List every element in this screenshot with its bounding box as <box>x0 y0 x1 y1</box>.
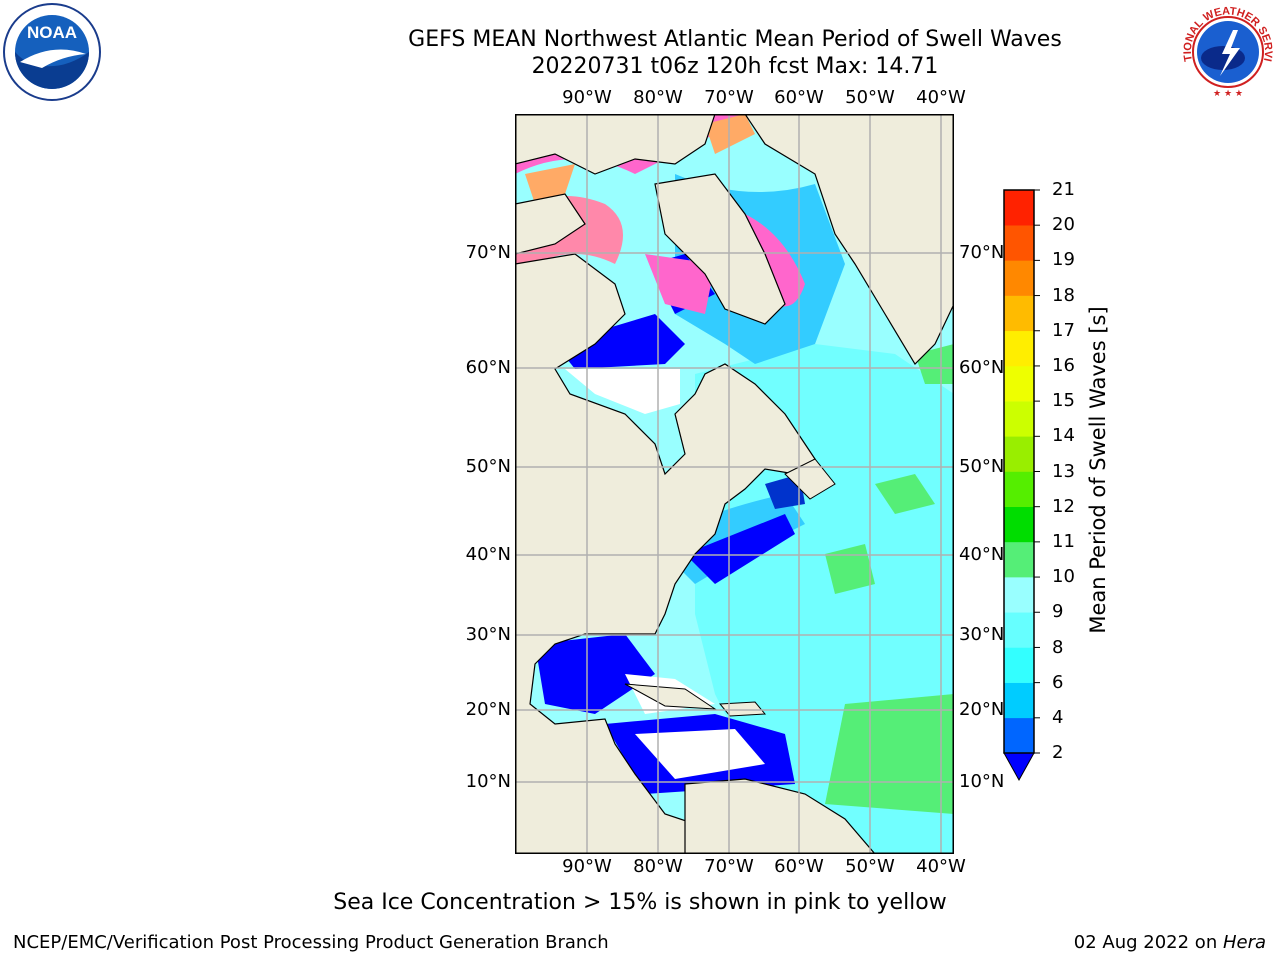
colorbar-tick-label: 15 <box>1052 390 1075 411</box>
lon-label-top: 80°W <box>633 87 683 108</box>
colorbar-tick-label: 12 <box>1052 496 1075 517</box>
colorbar-tick-label: 14 <box>1052 425 1075 446</box>
land-hispaniola <box>718 701 767 717</box>
colorbar-tick-label: 13 <box>1052 461 1075 482</box>
lat-label-right: 40°N <box>959 544 1005 565</box>
noaa-logo-icon: NOAA <box>3 3 101 101</box>
colorbar-tick-label: 6 <box>1052 672 1064 693</box>
land-newfoundland <box>784 458 836 500</box>
lon-label-bottom: 70°W <box>704 856 754 877</box>
lat-label-left: 10°N <box>465 771 511 792</box>
swell-field-very-short <box>685 514 795 584</box>
lon-label-top: 40°W <box>916 87 966 108</box>
colorbar-tick-label: 20 <box>1052 214 1075 235</box>
colorbar-segment <box>1004 717 1034 754</box>
colorbar-segment <box>1004 295 1034 332</box>
lat-label-right: 70°N <box>959 242 1005 263</box>
lon-label-bottom: 60°W <box>774 856 824 877</box>
land-baffin-island <box>654 173 786 325</box>
colorbar-tick-label: 17 <box>1052 320 1075 341</box>
swell-field-long <box>875 474 935 514</box>
no-data-area <box>565 369 680 414</box>
lat-label-left: 60°N <box>465 357 511 378</box>
producer-credit: NCEP/EMC/Verification Post Processing Pr… <box>13 932 609 953</box>
colorbar-tick-label: 16 <box>1052 355 1075 376</box>
colorbar-segment <box>1004 401 1034 437</box>
lat-label-right: 20°N <box>959 699 1005 720</box>
run-host: Hera <box>1222 932 1266 953</box>
lon-label-top: 70°W <box>704 87 754 108</box>
colorbar-segment <box>1004 471 1034 507</box>
swell-field-long <box>825 544 875 594</box>
lat-label-left: 20°N <box>465 699 511 720</box>
colorbar-tick-label: 4 <box>1052 707 1064 728</box>
land-arctic-islands <box>515 114 716 175</box>
lat-label-right: 50°N <box>959 456 1005 477</box>
colorbar-segment <box>1004 647 1034 683</box>
run-date-text: 02 Aug 2022 on <box>1073 932 1223 953</box>
run-date: 02 Aug 2022 on Hera <box>1074 932 1266 953</box>
lat-label-right: 10°N <box>959 771 1005 792</box>
colorbar-tick-label: 18 <box>1052 285 1075 306</box>
colorbar-segment <box>1004 612 1034 648</box>
lon-label-top: 90°W <box>562 87 612 108</box>
lon-label-top: 60°W <box>774 87 824 108</box>
no-data-area <box>635 729 765 779</box>
sea-ice-area <box>705 114 755 154</box>
colorbar-segment <box>1004 260 1034 296</box>
colorbar-segment <box>1004 225 1034 261</box>
lon-label-bottom: 50°W <box>845 856 895 877</box>
colorbar-tick-label: 9 <box>1052 601 1064 622</box>
colorbar-under-arrow <box>1003 752 1035 782</box>
sea-ice-note: Sea Ice Concentration > 15% is shown in … <box>333 890 947 915</box>
colorbar-segment <box>1004 577 1034 613</box>
colorbar-segment <box>1004 682 1034 719</box>
colorbar-title: Mean Period of Swell Waves [s] <box>1086 306 1110 634</box>
lon-label-bottom: 80°W <box>633 856 683 877</box>
colorbar-segment <box>1004 330 1034 367</box>
land-arctic-islands <box>515 193 586 255</box>
lon-label-bottom: 90°W <box>562 856 612 877</box>
colorbar-tick-label: 19 <box>1052 249 1075 270</box>
colorbar-segment <box>1004 436 1034 472</box>
sea-ice-area <box>645 254 715 314</box>
colorbar-tick-label: 10 <box>1052 566 1075 587</box>
svg-text:★ ★ ★: ★ ★ ★ <box>1213 89 1243 99</box>
lat-label-right: 30°N <box>959 624 1005 645</box>
svg-text:NOAA: NOAA <box>27 23 77 42</box>
swell-field-long <box>825 694 954 814</box>
colorbar-segment <box>1004 541 1034 578</box>
land-north-america <box>515 253 846 854</box>
chart-subtitle: 20220731 t06z 120h fcst Max: 14.71 <box>531 54 939 79</box>
lat-label-left: 30°N <box>465 624 511 645</box>
colorbar-tick-label: 8 <box>1052 637 1064 658</box>
colorbar-tick-label: 11 <box>1052 531 1075 552</box>
lat-label-left: 50°N <box>465 456 511 477</box>
map-grid <box>515 114 954 854</box>
colorbar-tick-label: 21 <box>1052 179 1075 200</box>
colorbar <box>1003 189 1040 782</box>
lat-label-right: 60°N <box>959 357 1005 378</box>
colorbar-segment <box>1004 365 1034 402</box>
map-frame <box>515 114 954 854</box>
lon-label-top: 50°W <box>845 87 895 108</box>
lat-label-left: 40°N <box>465 544 511 565</box>
chart-title: GEFS MEAN Northwest Atlantic Mean Period… <box>408 27 1062 52</box>
swell-field-very-short <box>535 634 655 714</box>
lat-label-left: 70°N <box>465 242 511 263</box>
colorbar-segment <box>1004 506 1034 543</box>
swell-period-map <box>515 114 954 854</box>
colorbar-segment <box>1004 190 1034 226</box>
lon-label-bottom: 40°W <box>916 856 966 877</box>
nws-logo-icon: NATIONAL WEATHER SERVICE ★ ★ ★ <box>1178 2 1276 100</box>
land-cuba <box>624 683 717 710</box>
colorbar-tick-label: 2 <box>1052 742 1064 763</box>
land-south-america <box>684 778 876 854</box>
